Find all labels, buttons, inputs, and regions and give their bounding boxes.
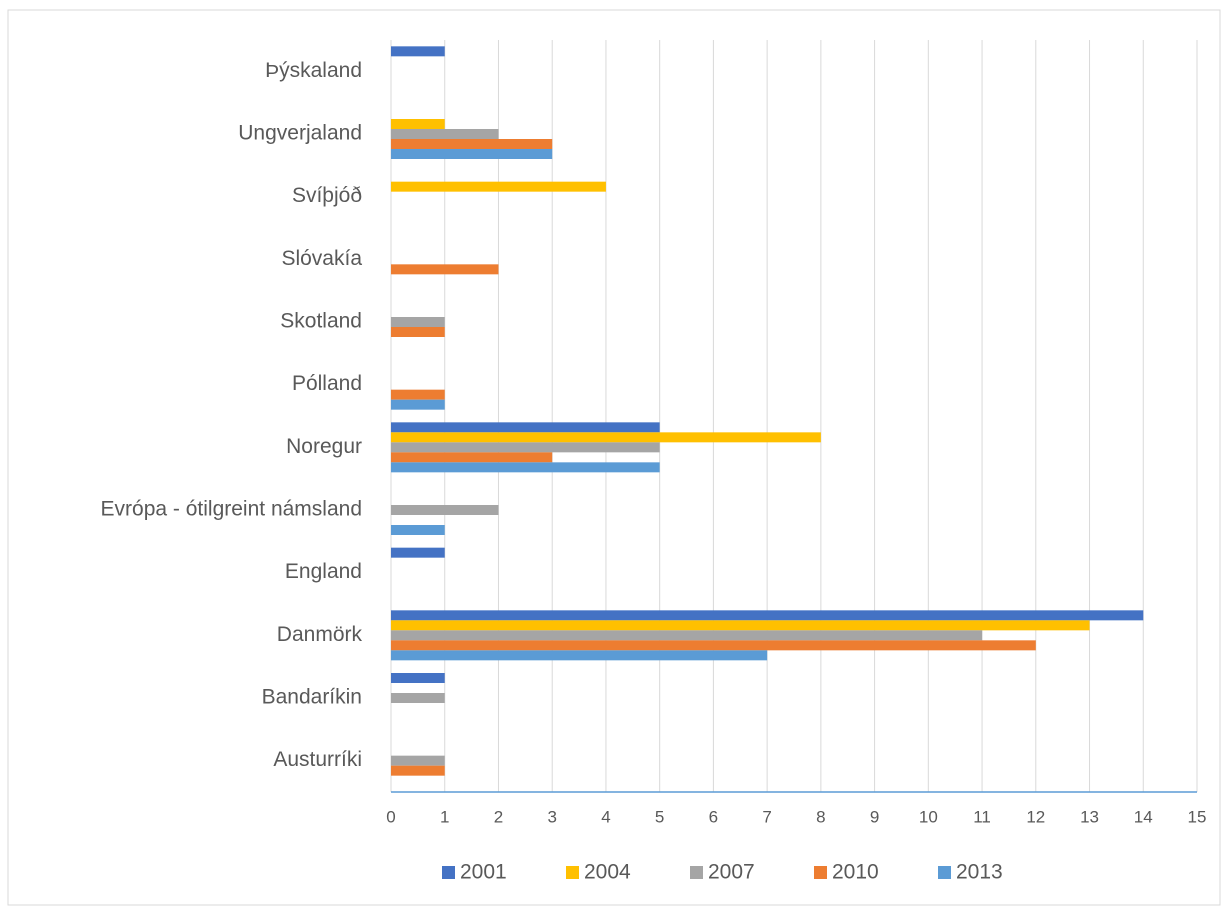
bar — [391, 630, 983, 641]
x-tick-label: 1 — [440, 807, 449, 826]
y-tick-label: Evrópa - ótilgreint námsland — [101, 498, 362, 521]
y-tick-label: Noregur — [286, 435, 362, 458]
x-tick-label: 10 — [919, 807, 938, 826]
bar — [391, 442, 660, 453]
legend-label: 2001 — [460, 861, 507, 884]
bar — [391, 505, 499, 515]
x-tick-label: 12 — [1026, 807, 1045, 826]
bar — [391, 129, 499, 139]
bar — [391, 673, 445, 683]
x-tick-label: 0 — [386, 807, 395, 826]
legend-swatch — [690, 866, 703, 879]
legend-label: 2013 — [956, 861, 1003, 884]
x-tick-label: 8 — [816, 807, 825, 826]
bar — [391, 620, 1090, 631]
y-tick-label: Ungverjaland — [238, 122, 362, 145]
x-tick-label: 5 — [655, 807, 664, 826]
bar — [391, 765, 445, 776]
x-tick-label: 6 — [709, 807, 718, 826]
bar — [391, 610, 1144, 621]
bar — [391, 462, 660, 473]
bar — [391, 389, 445, 400]
y-tick-label: Pólland — [292, 372, 362, 395]
bar — [391, 317, 445, 327]
y-tick-label: Þýskaland — [265, 59, 362, 82]
bar — [391, 119, 445, 129]
bar — [391, 399, 445, 410]
legend-label: 2010 — [832, 861, 879, 884]
x-tick-label: 2 — [494, 807, 503, 826]
chart-frame — [7, 9, 1221, 906]
legend-swatch — [938, 866, 951, 879]
bar — [391, 181, 606, 192]
y-tick-label: Danmörk — [277, 623, 363, 646]
legend-label: 2004 — [584, 861, 631, 884]
x-tick-label: 3 — [547, 807, 556, 826]
legend-swatch — [566, 866, 579, 879]
bar — [391, 693, 445, 703]
x-tick-label: 4 — [601, 807, 610, 826]
x-tick-label: 9 — [870, 807, 879, 826]
bar — [391, 327, 445, 337]
legend-swatch — [814, 866, 827, 879]
y-tick-label: Austurríki — [273, 748, 362, 771]
x-tick-label: 14 — [1134, 807, 1153, 826]
legend-label: 2007 — [708, 861, 755, 884]
bar — [391, 650, 768, 661]
y-tick-label: Slóvakía — [281, 247, 362, 270]
y-tick-label: Bandaríkin — [262, 686, 362, 709]
bar — [391, 139, 553, 149]
y-tick-label: Svíþjóð — [292, 184, 362, 207]
bar — [391, 264, 499, 275]
x-tick-label: 15 — [1188, 807, 1207, 826]
y-tick-label: England — [285, 560, 362, 583]
bar — [391, 755, 445, 766]
x-tick-label: 7 — [762, 807, 771, 826]
bar — [391, 149, 553, 159]
x-tick-label: 11 — [973, 807, 991, 826]
bar — [391, 432, 821, 443]
x-tick-label: 13 — [1080, 807, 1099, 826]
bar — [391, 547, 445, 558]
y-tick-label: Skotland — [280, 310, 362, 333]
bar — [391, 46, 445, 57]
bar — [391, 452, 553, 463]
bar — [391, 525, 445, 535]
bar — [391, 640, 1036, 651]
bar — [391, 422, 660, 433]
legend-swatch — [442, 866, 455, 879]
